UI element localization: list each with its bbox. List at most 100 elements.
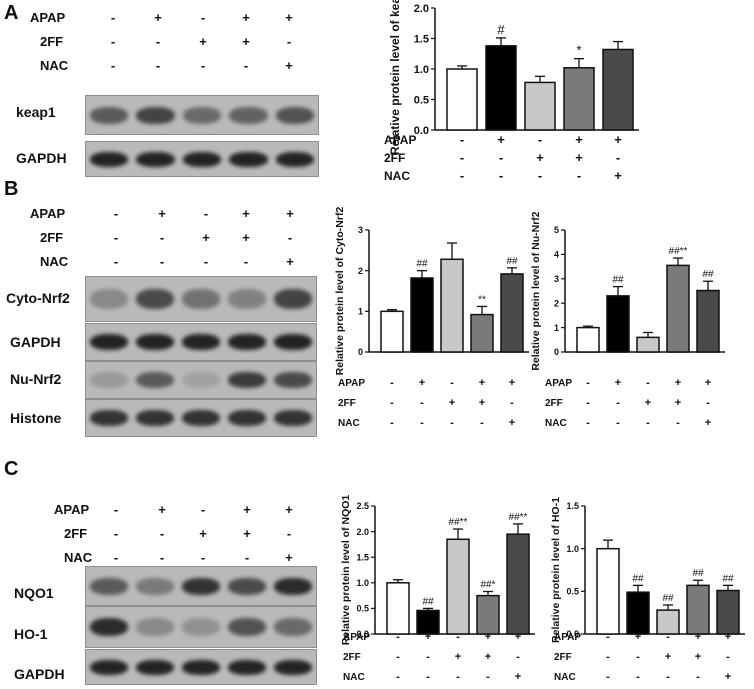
bar: [686, 584, 710, 635]
blot-band: [182, 151, 222, 167]
bar: [386, 582, 410, 635]
y-tick-label: 2: [554, 298, 559, 308]
treatment-symbol: -: [110, 34, 116, 49]
treatment-symbol: +: [154, 10, 162, 25]
blot-band: [182, 659, 220, 675]
treatment-symbol: -: [586, 397, 590, 409]
significance-label: **: [478, 294, 486, 305]
significance-label: ##: [702, 269, 714, 280]
treatment-symbol: -: [460, 150, 464, 165]
treatment-symbol: -: [616, 417, 620, 429]
treatment-symbol: +: [575, 150, 583, 165]
y-tick-label: 3: [554, 274, 559, 284]
y-tick-label: 2.5: [356, 501, 369, 511]
blot-histone: [85, 399, 317, 437]
significance-label: *: [576, 43, 581, 58]
treatment-label: 2FF: [384, 151, 405, 165]
treatment-symbol: -: [646, 417, 650, 429]
treatment-symbol: -: [203, 206, 209, 221]
significance-label: ##**: [669, 246, 688, 257]
blot-band: [182, 334, 220, 351]
blot-band: [90, 106, 129, 124]
treatment-symbol: -: [616, 397, 620, 409]
treatment-label: APAP: [554, 632, 581, 643]
y-tick-label: 2.0: [356, 527, 369, 537]
treatment-label: APAP: [545, 378, 572, 389]
bar: [576, 326, 600, 353]
treatment-symbol: -: [113, 550, 119, 565]
treatment-symbol: -: [159, 230, 165, 245]
treatment-label: APAP: [343, 632, 370, 643]
significance-label: ##: [632, 573, 644, 584]
bar: [485, 45, 517, 131]
treatment-symbol: +: [509, 417, 515, 429]
blot-band: [90, 334, 128, 351]
blot-band: [274, 372, 312, 389]
treatment-symbol: -: [606, 651, 610, 663]
treatment-symbol: -: [666, 631, 670, 643]
treatment-label: NAC: [64, 550, 93, 565]
treatment-label: APAP: [338, 378, 365, 389]
treatment-symbol: +: [675, 377, 681, 389]
treatment-symbol: -: [200, 502, 206, 517]
blot-band: [228, 618, 266, 637]
blot-band: [229, 151, 268, 167]
blot-band: [136, 106, 175, 124]
blot-label-ho1: HO-1: [14, 626, 48, 642]
treatment-symbol: -: [646, 377, 650, 389]
treatment-symbol: +: [725, 671, 731, 683]
panel-label-c: C: [4, 458, 19, 480]
blot-band: [228, 334, 266, 351]
treatment-symbol: -: [450, 417, 454, 429]
treatment-symbol: +: [479, 397, 485, 409]
blot-ho1: [85, 606, 317, 648]
blot-band: [228, 372, 266, 389]
treatment-symbol: +: [243, 526, 251, 541]
treatment-symbol: -: [577, 168, 581, 183]
blot-label-keap1: keap1: [16, 104, 56, 120]
blot-gapdh-b: [85, 323, 317, 361]
treatment-label: 2FF: [338, 398, 356, 409]
bar: [696, 289, 720, 353]
treatment-symbol: +: [455, 651, 461, 663]
blot-band: [136, 410, 174, 427]
treatment-label: NAC: [338, 418, 360, 429]
treatment-symbol: -: [396, 631, 400, 643]
blot-nu-nrf2: [85, 361, 317, 399]
blot-band: [275, 106, 314, 124]
blot-band: [182, 372, 220, 389]
treatment-label: NAC: [545, 418, 567, 429]
bar: [602, 48, 634, 131]
treatment-symbol: -: [110, 10, 116, 25]
blot-label-gapdh-b: GAPDH: [10, 334, 61, 350]
treatment-symbol: -: [538, 132, 542, 147]
bar: [606, 295, 630, 353]
treatment-symbol: -: [113, 526, 119, 541]
blot-label-cyto-nrf2: Cyto-Nrf2: [6, 290, 70, 306]
treatment-symbol: +: [242, 34, 250, 49]
treatment-symbol: -: [286, 526, 292, 541]
blot-band: [182, 410, 220, 427]
treatment-symbol: +: [614, 132, 622, 147]
treatment-symbol: +: [645, 397, 651, 409]
treatment-symbol: +: [705, 377, 711, 389]
treatment-symbol: +: [425, 631, 431, 643]
bar: [500, 273, 524, 353]
significance-label: ##: [662, 593, 674, 604]
y-tick-label: 1.5: [566, 501, 579, 511]
y-tick-label: 0.5: [566, 586, 579, 596]
blot-band: [274, 659, 312, 675]
treatment-symbol: +: [242, 206, 250, 221]
treatment-symbol: +: [242, 10, 250, 25]
bar: [446, 538, 470, 635]
treatment-symbol: +: [575, 132, 583, 147]
treatment-symbol: -: [113, 230, 119, 245]
bar: [446, 68, 478, 131]
blot-band: [136, 334, 174, 351]
blot-keap1: [85, 95, 319, 135]
blot-band: [136, 151, 175, 167]
treatment-symbol: -: [159, 526, 165, 541]
blot-band: [90, 410, 128, 427]
y-tick-label: 0.0: [414, 125, 429, 137]
treatment-symbol: -: [636, 671, 640, 683]
